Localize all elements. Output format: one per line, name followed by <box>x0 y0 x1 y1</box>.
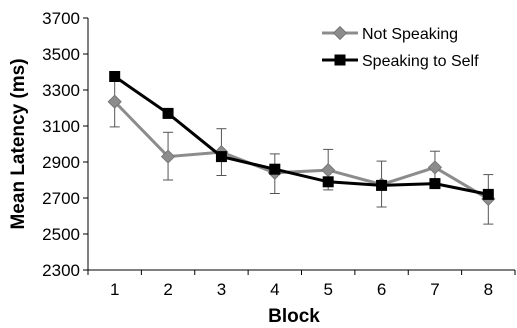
y-axis: 2300 2500 2700 2900 3100 3300 3500 3700 <box>42 9 89 280</box>
y-axis-title: Mean Latency (ms) <box>8 58 29 229</box>
x-tick-label: 8 <box>484 280 493 299</box>
data-point <box>162 107 174 119</box>
y-tick-label: 2700 <box>42 189 80 208</box>
data-point <box>427 160 443 175</box>
series-not-speaking <box>107 76 496 225</box>
data-point <box>482 188 494 200</box>
legend-marker <box>334 54 346 66</box>
y-tick-label: 2500 <box>42 225 80 244</box>
legend-label: Not Speaking <box>362 26 458 43</box>
y-tick-label: 3500 <box>42 45 80 64</box>
x-axis-title: Block <box>268 306 320 327</box>
series-layer <box>107 71 496 225</box>
data-point <box>376 179 388 191</box>
data-point <box>107 94 122 109</box>
legend-label: Speaking to Self <box>362 53 479 70</box>
x-tick-label: 3 <box>217 280 226 299</box>
x-tick-label: 1 <box>110 280 119 299</box>
y-tick-label: 2900 <box>42 153 80 172</box>
y-tick-label: 2300 <box>42 261 80 280</box>
x-tick-label: 6 <box>377 280 386 299</box>
legend-marker <box>332 25 348 41</box>
x-tick-label: 7 <box>430 280 439 299</box>
y-tick-label: 3300 <box>42 81 80 100</box>
y-tick-label: 3700 <box>42 9 80 28</box>
data-point <box>429 178 441 190</box>
x-tick-label: 2 <box>163 280 172 299</box>
x-tick-label: 4 <box>270 280 279 299</box>
x-tick-label: 5 <box>323 280 332 299</box>
data-point <box>269 163 281 175</box>
legend: Not Speaking Speaking to Self <box>322 25 479 70</box>
data-point <box>160 149 176 164</box>
series-line <box>113 75 489 196</box>
x-axis: 1 2 3 4 5 6 7 8 <box>87 269 516 299</box>
data-point <box>109 71 121 82</box>
data-point <box>322 176 334 188</box>
series-line <box>113 100 490 201</box>
series-speaking-to-self <box>109 71 494 200</box>
y-tick-label: 3100 <box>42 117 80 136</box>
data-point <box>321 163 336 178</box>
data-point <box>215 151 227 163</box>
